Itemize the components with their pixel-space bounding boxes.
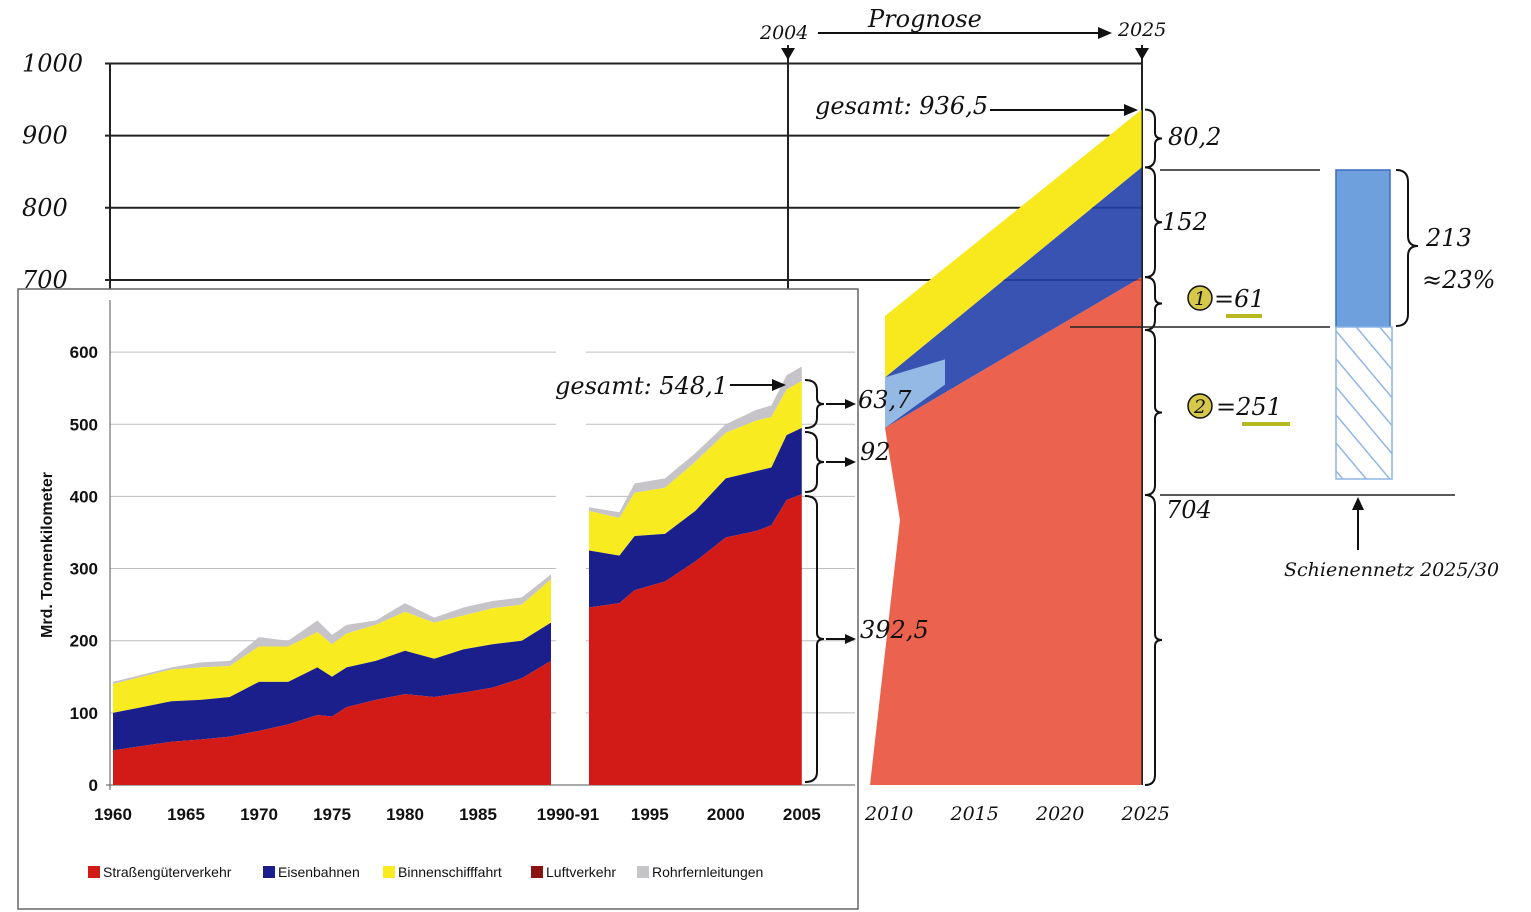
brace-rail-2005 (804, 431, 825, 493)
y-tick-200: 200 (70, 632, 98, 651)
road-increase-1-value: =61 (1214, 285, 1265, 313)
rail-network-hatched-bar (1335, 326, 1393, 480)
gesamt-2005-label: gesamt: 548,1 (555, 372, 728, 400)
brace-road-2005 (804, 495, 825, 783)
forecast-rail-light-area (885, 359, 945, 428)
x-tick-2000: 2000 (707, 805, 745, 824)
rail-2025-value: 152 (1162, 208, 1208, 236)
y-tick-hand-800: 800 (22, 194, 68, 222)
forecast-rail-area (885, 167, 1142, 428)
x-tick-1985: 1985 (459, 805, 497, 824)
y-tick-500: 500 (70, 415, 98, 434)
brace-road-2005-arrowhead (845, 634, 856, 644)
forecast-inland-area (885, 109, 1142, 378)
y-tick-400: 400 (70, 487, 98, 506)
marker-2025 (1135, 48, 1149, 60)
x-tick-1975: 1975 (313, 805, 351, 824)
y-tick-300: 300 (70, 560, 98, 579)
marker-2004 (781, 48, 795, 60)
rail-network-solid-bar (1335, 169, 1391, 328)
year-2025-label: 2025 (1117, 19, 1166, 41)
year-2004-label: 2004 (759, 22, 808, 44)
y-tick-0: 0 (89, 776, 98, 795)
brace-inland-2005 (804, 379, 825, 429)
x-tick-hand-2010: 2010 (864, 803, 913, 825)
forecast-road-area (870, 277, 1142, 785)
rail-network-gap-value: 213 (1425, 224, 1472, 252)
y-tick-hand-1000: 1000 (22, 50, 83, 78)
prognose-arrowhead (1098, 27, 1112, 39)
x-tick-hand-2020: 2020 (1035, 803, 1084, 825)
y-tick-100: 100 (70, 704, 98, 723)
area-pipeline-seg0 (113, 574, 551, 684)
legend: Straßengüterverkehr Eisenbahnen Binnensc… (88, 864, 763, 880)
brace-rail-2005-arrowhead (845, 457, 856, 467)
road-2005-value: 392,5 (860, 616, 929, 644)
rail-network-gap-percent: ≈23% (1422, 266, 1495, 294)
area-road-seg0 (113, 660, 551, 785)
legend-label-pipeline: Rohrfernleitungen (652, 864, 763, 880)
legend-label-road: Straßengüterverkehr (103, 864, 232, 880)
marker-1-number: 1 (1194, 288, 1206, 310)
marker-2-circle (1187, 393, 1213, 419)
legend-label-rail: Eisenbahnen (278, 864, 360, 880)
brace-rail-2025 (1144, 166, 1163, 279)
brace-road-base-2025 (1144, 494, 1163, 786)
x-tick-2005: 2005 (783, 805, 821, 824)
rail-2005-value: 92 (860, 438, 891, 466)
legend-label-air: Luftverkehr (546, 864, 616, 880)
x-tick-hand-2025: 2025 (1121, 803, 1170, 825)
legend-swatch-road (88, 866, 100, 878)
legend-label-inland: Binnenschifffahrt (398, 864, 502, 880)
area-inland-seg0 (113, 579, 551, 713)
rail-network-label: Schienennetz 2025/30 (1284, 559, 1499, 581)
road-2025-value: 704 (1166, 496, 1212, 524)
x-tick-1970: 1970 (240, 805, 278, 824)
area-road-seg1 (589, 494, 802, 785)
x-tick-1980: 1980 (386, 805, 424, 824)
annotations: Prognose 2004 2025 gesamt: 936,5 80,2 15… (555, 5, 1499, 644)
legend-swatch-air (531, 866, 543, 878)
x-tick-1990-91: 1990-91 (537, 805, 599, 824)
prognose-label: Prognose (867, 5, 982, 33)
marker-1-circle (1187, 285, 1213, 311)
area-inland-seg1 (589, 380, 802, 556)
y-tick-600: 600 (70, 343, 98, 362)
marker-2-number: 2 (1193, 396, 1206, 418)
x-tick-1960: 1960 (94, 805, 132, 824)
x-tick-1995: 1995 (631, 805, 669, 824)
brace-road-increase-1 (1144, 276, 1163, 331)
gesamt-2005-arrowhead (772, 379, 786, 391)
brace-inland-2005-arrowhead (845, 399, 856, 409)
gesamt-2025-arrowhead (1124, 104, 1138, 116)
legend-swatch-inland (383, 866, 395, 878)
series-gap (556, 300, 586, 784)
y-tick-hand-900: 900 (22, 122, 68, 150)
x-tick-1965: 1965 (167, 805, 205, 824)
printed-chart-layer: 0 100 200 300 400 500 600 1960 1965 1970 1975 1980 1… (70, 300, 856, 824)
gesamt-2025-label: gesamt: 936,5 (815, 92, 988, 120)
x-tick-hand-2015: 2015 (950, 803, 999, 825)
area-rail-seg0 (113, 622, 551, 751)
inland-2025-value: 80,2 (1168, 123, 1221, 151)
legend-swatch-rail (263, 866, 275, 878)
area-rail-seg1 (589, 427, 802, 608)
brace-road-increase-2 (1144, 329, 1163, 496)
legend-swatch-pipeline (637, 866, 649, 878)
rail-network-arrowhead (1352, 497, 1364, 510)
brace-inland-2025 (1144, 108, 1163, 169)
brace-rail-network (1395, 169, 1419, 327)
y-axis-label: Mrd. Tonnenkilometer (39, 472, 56, 638)
road-increase-2-value: =251 (1216, 393, 1282, 421)
total-increase-2005-value: 63,7 (858, 386, 912, 414)
